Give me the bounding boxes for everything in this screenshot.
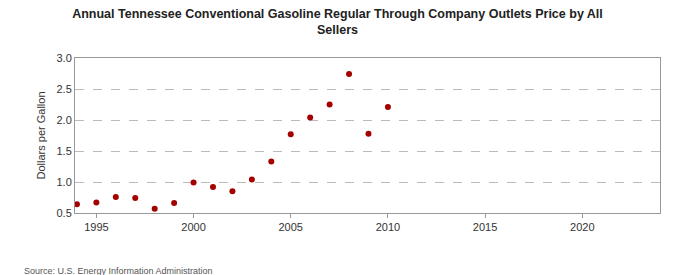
svg-text:1.0: 1.0 bbox=[57, 176, 72, 188]
svg-text:2.5: 2.5 bbox=[57, 83, 72, 95]
svg-text:2010: 2010 bbox=[376, 221, 400, 233]
svg-text:Annual Tennessee Conventional: Annual Tennessee Conventional Gasoline R… bbox=[72, 7, 603, 37]
svg-text:2020: 2020 bbox=[570, 221, 594, 233]
svg-text:1.5: 1.5 bbox=[57, 145, 72, 157]
svg-text:2.0: 2.0 bbox=[57, 114, 72, 126]
svg-text:3.0: 3.0 bbox=[57, 52, 72, 64]
svg-text:2015: 2015 bbox=[473, 221, 497, 233]
svg-text:Source: U.S. Energy Informatio: Source: U.S. Energy Information Administ… bbox=[24, 266, 213, 275]
svg-text:Dollars per Gallon: Dollars per Gallon bbox=[35, 91, 47, 179]
svg-text:1995: 1995 bbox=[84, 221, 108, 233]
svg-text:0.5: 0.5 bbox=[57, 207, 72, 219]
svg-text:2005: 2005 bbox=[278, 221, 302, 233]
svg-text:2000: 2000 bbox=[181, 221, 205, 233]
